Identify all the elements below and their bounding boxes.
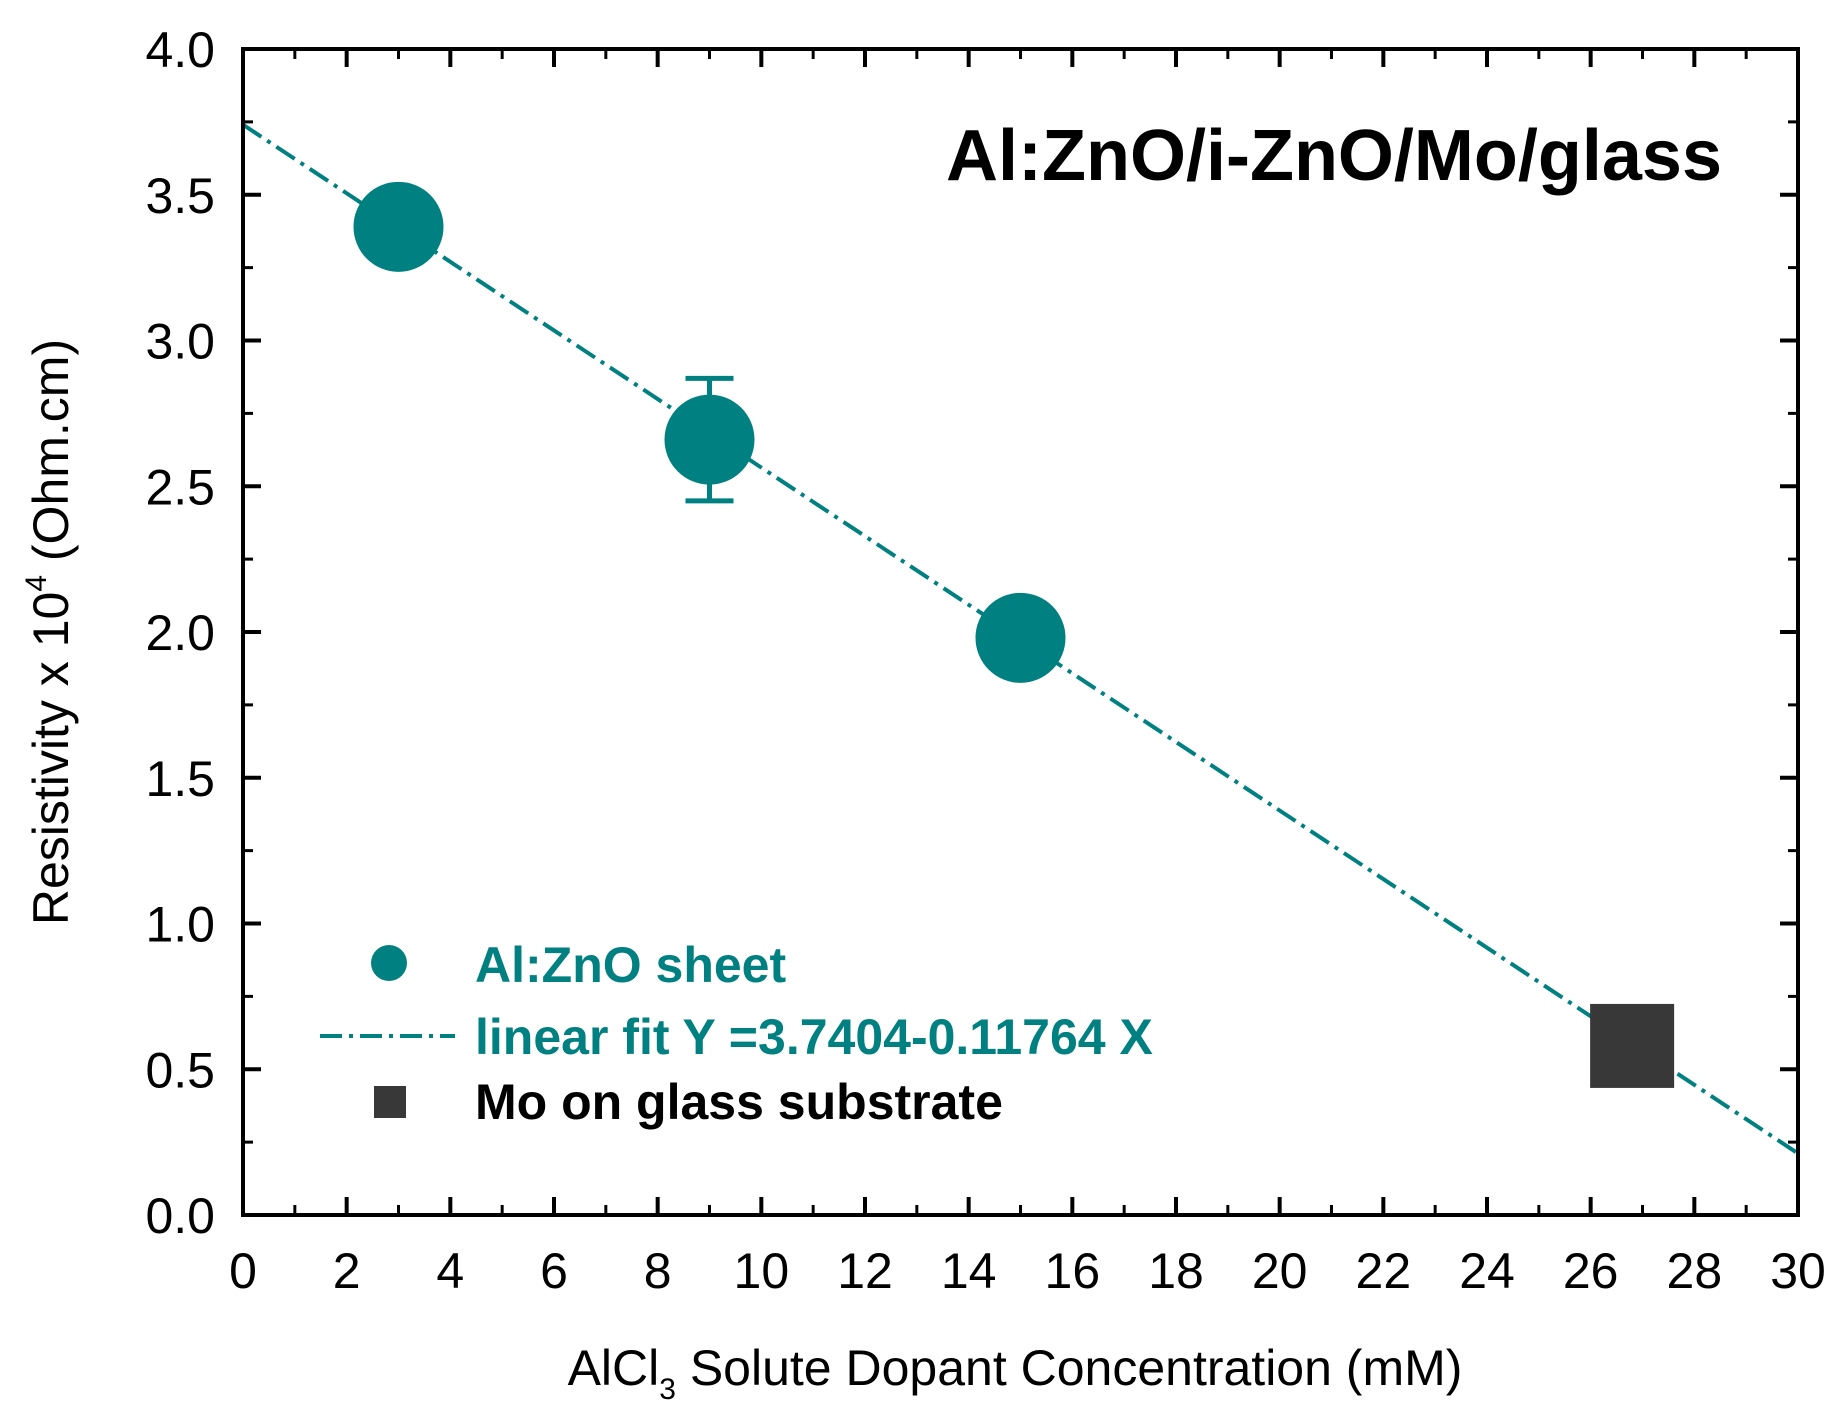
- chart-annotation: Al:ZnO/i-ZnO/Mo/glass: [946, 116, 1722, 196]
- x-tick-label: 10: [734, 1243, 790, 1299]
- x-tick-label: 22: [1356, 1243, 1412, 1299]
- legend-label-mo-glass: Mo on glass substrate: [475, 1074, 1003, 1130]
- x-axis-title: AlCl3 Solute Dopant Concentration (mM): [568, 1340, 1463, 1406]
- y-axis-title-main: Resistivity x 10: [23, 592, 79, 925]
- x-tick-label: 30: [1770, 1243, 1826, 1299]
- x-tick-label: 8: [644, 1243, 672, 1299]
- y-axis-title-superscript: 4: [20, 575, 53, 592]
- y-tick-label: 1.0: [145, 897, 215, 953]
- data-point-circle: [975, 592, 1066, 683]
- x-tick-label: 20: [1252, 1243, 1308, 1299]
- x-tick-label: 12: [837, 1243, 893, 1299]
- data-point-circle: [353, 181, 444, 272]
- y-tick-label: 0.0: [145, 1188, 215, 1244]
- x-tick-label: 2: [333, 1243, 361, 1299]
- legend-circle-marker: [371, 945, 407, 981]
- data-point-square: [1590, 1003, 1675, 1088]
- y-axis-title: Resistivity x 104 (Ohm.cm): [20, 339, 79, 925]
- x-axis: 0 2 4 6 8 10 12 14 16 18 20 22 24 26 28 30: [229, 49, 1826, 1299]
- data-marks-layer: [353, 181, 1675, 1088]
- legend-square-marker: [374, 1086, 406, 1118]
- x-tick-label: 6: [540, 1243, 568, 1299]
- y-axis-title-rest: (Ohm.cm): [23, 339, 79, 575]
- x-axis-title-main: AlCl: [568, 1340, 660, 1396]
- x-tick-label: 28: [1667, 1243, 1723, 1299]
- x-tick-label: 4: [436, 1243, 464, 1299]
- x-axis-title-rest: Solute Dopant Concentration (mM): [676, 1340, 1462, 1396]
- y-tick-label: 3.5: [145, 168, 215, 224]
- x-tick-label: 18: [1148, 1243, 1204, 1299]
- y-tick-label: 2.5: [145, 459, 215, 515]
- x-tick-label: 0: [229, 1243, 257, 1299]
- y-tick-label: 0.5: [145, 1042, 215, 1098]
- y-tick-label: 4.0: [145, 22, 215, 78]
- x-tick-label: 16: [1045, 1243, 1101, 1299]
- legend: Al:ZnO sheet linear fit Y =3.7404-0.1176…: [320, 937, 1153, 1130]
- y-tick-label: 2.0: [145, 605, 215, 661]
- legend-label-alzno: Al:ZnO sheet: [475, 937, 786, 993]
- data-point-circle: [664, 394, 755, 485]
- y-tick-label: 3.0: [145, 314, 215, 370]
- x-tick-label: 24: [1459, 1243, 1515, 1299]
- x-tick-label: 14: [941, 1243, 997, 1299]
- legend-label-linear-fit: linear fit Y =3.7404-0.11764 X: [475, 1009, 1153, 1065]
- x-axis-title-subscript: 3: [659, 1373, 676, 1406]
- x-tick-label: 26: [1563, 1243, 1619, 1299]
- y-tick-label: 1.5: [145, 751, 215, 807]
- y-axis: 0.0 0.5 1.0 1.5 2.0 2.5 3.0 3.5 4.0: [145, 22, 1798, 1244]
